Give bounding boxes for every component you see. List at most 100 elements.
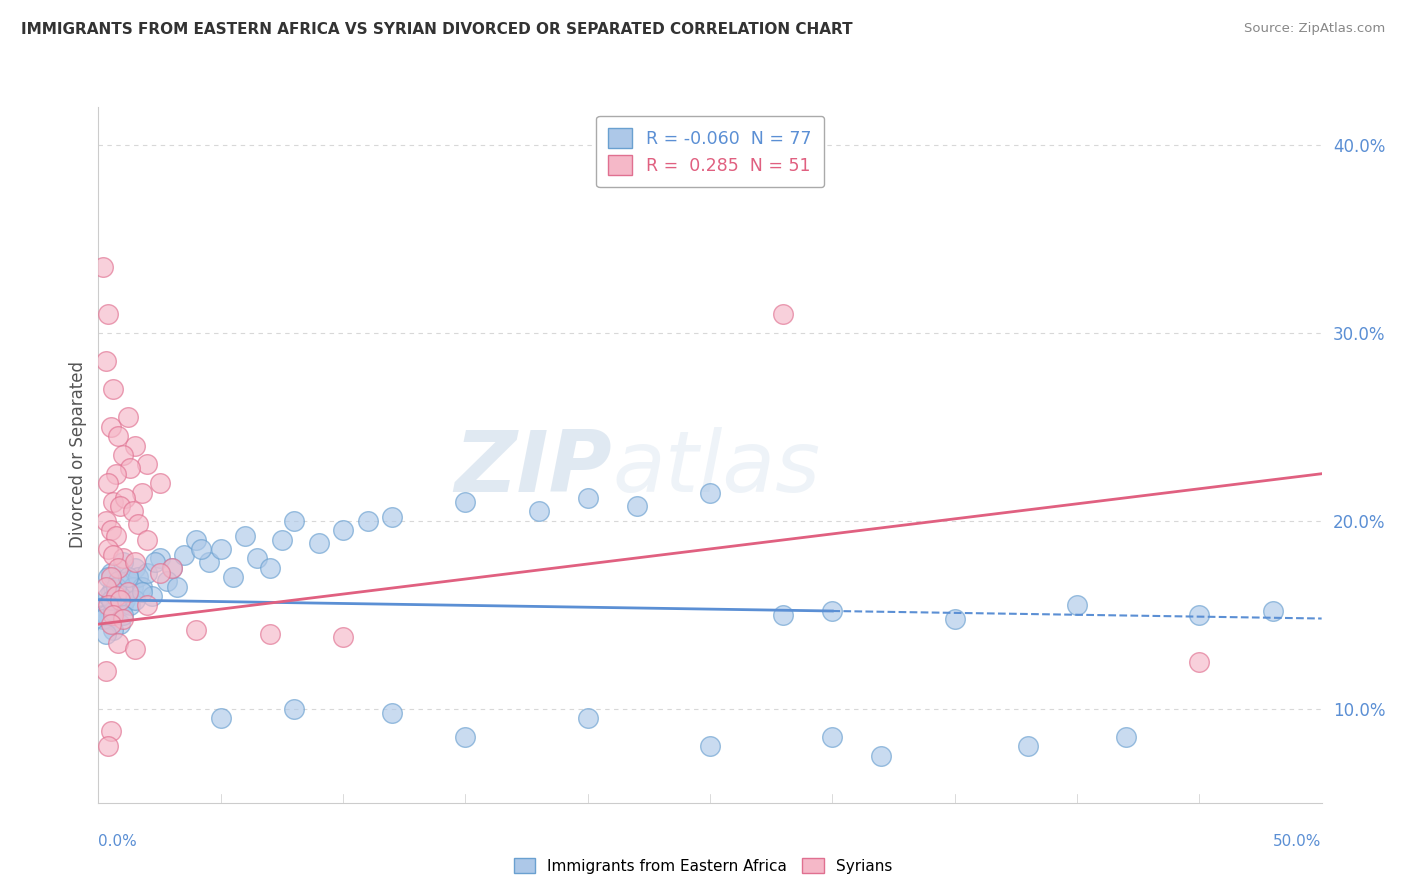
- Point: [114, 592, 136, 607]
- Point: [527, 504, 550, 518]
- Legend: R = -0.060  N = 77, R =  0.285  N = 51: R = -0.060 N = 77, R = 0.285 N = 51: [596, 116, 824, 187]
- Point: [104, 583, 127, 598]
- Text: 50.0%: 50.0%: [1274, 834, 1322, 849]
- Point: [97, 589, 120, 603]
- Point: [111, 555, 134, 569]
- Point: [1261, 604, 1284, 618]
- Point: [870, 748, 893, 763]
- Point: [136, 533, 159, 547]
- Point: [100, 570, 122, 584]
- Point: [97, 570, 120, 584]
- Point: [110, 589, 132, 603]
- Point: [190, 541, 212, 556]
- Point: [1188, 655, 1211, 669]
- Point: [117, 574, 139, 588]
- Point: [772, 307, 794, 321]
- Point: [454, 730, 477, 744]
- Point: [100, 523, 122, 537]
- Text: Source: ZipAtlas.com: Source: ZipAtlas.com: [1244, 22, 1385, 36]
- Point: [97, 611, 120, 625]
- Point: [1115, 730, 1137, 744]
- Point: [101, 607, 124, 622]
- Point: [101, 623, 124, 637]
- Point: [100, 566, 122, 581]
- Point: [107, 589, 129, 603]
- Point: [149, 566, 172, 581]
- Point: [94, 580, 117, 594]
- Point: [91, 611, 114, 625]
- Point: [124, 438, 146, 452]
- Point: [156, 574, 179, 588]
- Point: [332, 630, 354, 644]
- Point: [186, 623, 208, 637]
- Point: [97, 541, 120, 556]
- Point: [114, 491, 136, 505]
- Point: [110, 617, 132, 632]
- Point: [100, 585, 122, 599]
- Point: [94, 354, 117, 368]
- Point: [120, 461, 142, 475]
- Point: [124, 555, 146, 569]
- Point: [101, 495, 124, 509]
- Point: [626, 499, 648, 513]
- Point: [124, 592, 146, 607]
- Point: [173, 548, 195, 562]
- Point: [104, 529, 127, 543]
- Point: [94, 599, 117, 613]
- Point: [121, 504, 143, 518]
- Point: [111, 611, 134, 625]
- Point: [197, 555, 219, 569]
- Point: [107, 636, 129, 650]
- Point: [120, 599, 142, 613]
- Point: [283, 702, 305, 716]
- Point: [209, 711, 232, 725]
- Point: [107, 574, 129, 588]
- Point: [124, 560, 146, 574]
- Point: [209, 541, 232, 556]
- Point: [136, 599, 159, 613]
- Point: [100, 592, 122, 607]
- Point: [136, 458, 159, 472]
- Point: [1066, 599, 1088, 613]
- Point: [381, 706, 404, 720]
- Text: 0.0%: 0.0%: [98, 834, 138, 849]
- Point: [821, 604, 844, 618]
- Point: [308, 536, 330, 550]
- Point: [94, 626, 117, 640]
- Point: [101, 604, 124, 618]
- Point: [160, 560, 183, 574]
- Point: [100, 724, 122, 739]
- Point: [454, 495, 477, 509]
- Point: [1188, 607, 1211, 622]
- Point: [110, 592, 132, 607]
- Point: [222, 570, 245, 584]
- Point: [131, 485, 153, 500]
- Point: [104, 580, 127, 594]
- Point: [356, 514, 378, 528]
- Point: [576, 491, 599, 505]
- Point: [283, 514, 305, 528]
- Point: [121, 580, 143, 594]
- Legend: Immigrants from Eastern Africa, Syrians: Immigrants from Eastern Africa, Syrians: [508, 852, 898, 880]
- Point: [127, 517, 149, 532]
- Point: [381, 510, 404, 524]
- Point: [104, 467, 127, 481]
- Point: [149, 476, 172, 491]
- Point: [117, 570, 139, 584]
- Text: IMMIGRANTS FROM EASTERN AFRICA VS SYRIAN DIVORCED OR SEPARATED CORRELATION CHART: IMMIGRANTS FROM EASTERN AFRICA VS SYRIAN…: [21, 22, 852, 37]
- Point: [699, 739, 721, 754]
- Point: [97, 307, 120, 321]
- Point: [91, 607, 114, 622]
- Point: [117, 585, 139, 599]
- Point: [111, 448, 134, 462]
- Point: [107, 429, 129, 443]
- Point: [772, 607, 794, 622]
- Text: ZIP: ZIP: [454, 427, 612, 510]
- Point: [111, 551, 134, 566]
- Point: [160, 560, 183, 574]
- Point: [100, 617, 122, 632]
- Point: [943, 611, 966, 625]
- Point: [141, 589, 163, 603]
- Point: [131, 580, 153, 594]
- Point: [149, 551, 172, 566]
